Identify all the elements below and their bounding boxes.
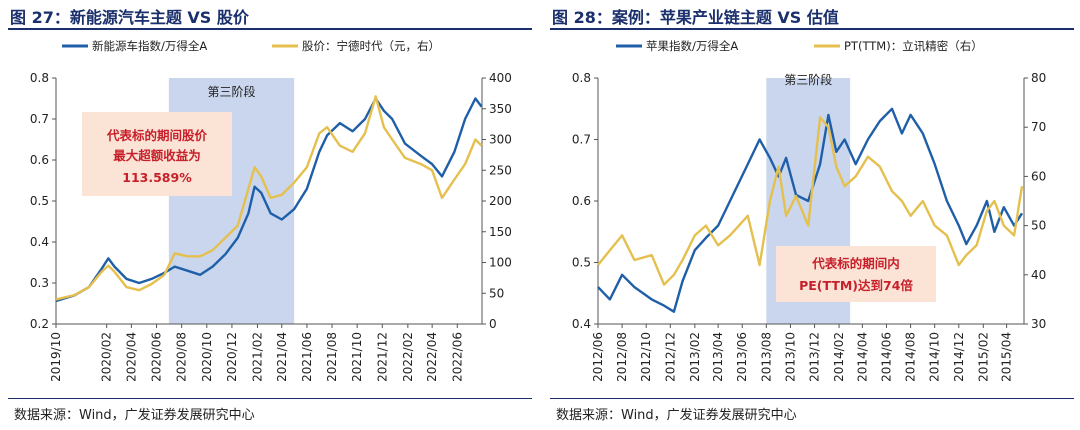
x-tick-label: 2014/08 (904, 332, 918, 382)
y-left-tick-label: 0.5 (30, 194, 49, 208)
x-tick-label: 2020/12 (225, 332, 239, 382)
annotation-box (82, 112, 232, 196)
x-tick-label: 2014/06 (879, 332, 893, 382)
y-right-tick-label: 80 (1031, 71, 1046, 85)
x-tick-label: 2021/08 (325, 332, 339, 382)
x-tick-label: 2014/04 (855, 332, 869, 382)
x-tick-label: 2020/10 (200, 332, 214, 382)
x-tick-label: 2020/02 (100, 332, 114, 382)
annotation-line: 113.589% (122, 170, 192, 185)
title-divider (550, 28, 1074, 30)
x-tick-label: 2012/12 (663, 332, 677, 382)
x-tick-label: 2022/04 (425, 332, 439, 382)
y-right-tick-label: 350 (489, 102, 512, 116)
chart-title: 图 28：案例：苹果产业链主题 VS 估值 (552, 8, 839, 27)
source-divider (8, 398, 532, 399)
x-tick-label: 2022/02 (401, 332, 415, 382)
stage-label: 第三阶段 (784, 72, 832, 87)
y-left-tick-label: 0.5 (572, 256, 591, 270)
legend-entry: 苹果指数/万得全A (646, 39, 738, 53)
y-right-tick-label: 150 (489, 225, 512, 239)
x-tick-label: 2012/08 (615, 332, 629, 382)
x-tick-label: 2020/06 (150, 332, 164, 382)
x-tick-label: 2013/06 (735, 332, 749, 382)
annotation-line: 代表标的期间股价 (106, 128, 208, 143)
x-tick-label: 2012/10 (639, 332, 653, 382)
y-left-tick-label: 0.8 (30, 71, 49, 85)
annotation-line: PE(TTM)达到74倍 (799, 278, 913, 293)
annotation-line: 代表标的期间内 (811, 256, 900, 271)
series-line-ratio (597, 107, 1024, 313)
annotation-box (776, 246, 936, 302)
x-tick-label: 2013/04 (711, 332, 725, 382)
y-right-tick-label: 40 (1031, 268, 1046, 282)
x-tick-label: 2021/10 (350, 332, 364, 382)
x-tick-label: 2012/06 (591, 332, 605, 382)
y-right-tick-label: 50 (1031, 219, 1046, 233)
y-left-tick-label: 0.7 (30, 112, 49, 126)
y-right-tick-label: 100 (489, 256, 512, 270)
y-right-tick-label: 400 (489, 71, 512, 85)
y-left-tick-label: 0.6 (30, 153, 49, 167)
x-tick-label: 2015/04 (1000, 332, 1014, 382)
x-tick-label: 2022/06 (450, 332, 464, 382)
x-tick-label: 2019/10 (49, 332, 63, 382)
y-right-tick-label: 300 (489, 133, 512, 147)
annotation-line: 最大超额收益为 (113, 148, 201, 163)
x-tick-label: 2013/02 (688, 332, 702, 382)
y-left-tick-label: 0.4 (30, 235, 49, 249)
x-tick-label: 2013/10 (783, 332, 797, 382)
x-tick-label: 2013/12 (808, 332, 822, 382)
stage-label: 第三阶段 (208, 84, 256, 99)
source-note: 数据来源：Wind，广发证券发展研究中心 (14, 408, 255, 423)
y-right-tick-label: 60 (1031, 169, 1046, 183)
chart-title: 图 27：新能源汽车主题 VS 股价 (10, 8, 249, 27)
y-right-tick-label: 250 (489, 163, 512, 177)
source-note: 数据来源：Wind，广发证券发展研究中心 (556, 408, 797, 423)
chart-apple-supply-chain: 第三阶段 0.4 0.5 0.6 0.7 0.8 30 40 50 60 70 80 2012/06 20… (572, 39, 1046, 382)
chart-panel-right: 图 28：案例：苹果产业链主题 VS 估值 第三阶段 0.4 0.5 0.6 0.7 0.… (546, 0, 1076, 430)
y-right-tick-label: 0 (489, 317, 497, 331)
x-tick-label: 2021/04 (275, 332, 289, 382)
y-right-tick-label: 30 (1031, 317, 1046, 331)
series-line-right (597, 116, 1024, 286)
x-tick-label: 2021/12 (375, 332, 389, 382)
y-left-tick-label: 0.7 (572, 133, 591, 147)
x-tick-label: 2021/02 (250, 332, 264, 382)
x-tick-label: 2013/08 (759, 332, 773, 382)
chart-new-energy-vehicles: 第三阶段 0.2 0.3 0.4 0.5 0.6 0.7 0.8 0 50 100 150 200 250… (30, 39, 512, 382)
legend-entry: 股价：宁德时代（元，右） (302, 39, 440, 53)
y-left-tick-label: 0.6 (572, 194, 591, 208)
y-left-tick-label: 0.3 (30, 276, 49, 290)
x-tick-label: 2014/12 (952, 332, 966, 382)
legend-entry: PT(TTM)：立讯精密（右） (844, 39, 983, 53)
y-right-tick-label: 50 (489, 286, 504, 300)
source-divider (550, 398, 1074, 399)
series-line-ratio (55, 97, 483, 303)
x-tick-label: 2014/02 (832, 332, 846, 382)
title-divider (8, 28, 532, 30)
y-left-tick-label: 0.4 (572, 317, 591, 331)
y-right-tick-label: 70 (1031, 120, 1046, 134)
x-tick-label: 2020/08 (175, 332, 189, 382)
x-tick-label: 2021/06 (300, 332, 314, 382)
x-tick-label: 2014/10 (928, 332, 942, 382)
series-line-right (55, 95, 483, 301)
y-left-tick-label: 0.2 (30, 317, 49, 331)
y-right-tick-label: 200 (489, 194, 512, 208)
x-tick-label: 2015/02 (976, 332, 990, 382)
legend-entry: 新能源车指数/万得全A (92, 39, 207, 53)
chart-panel-left: 图 27：新能源汽车主题 VS 股价 第三阶段 0.2 0.3 0.4 0.5 0.6 0.… (4, 0, 534, 430)
x-tick-label: 2020/04 (124, 332, 138, 382)
y-left-tick-label: 0.8 (572, 71, 591, 85)
